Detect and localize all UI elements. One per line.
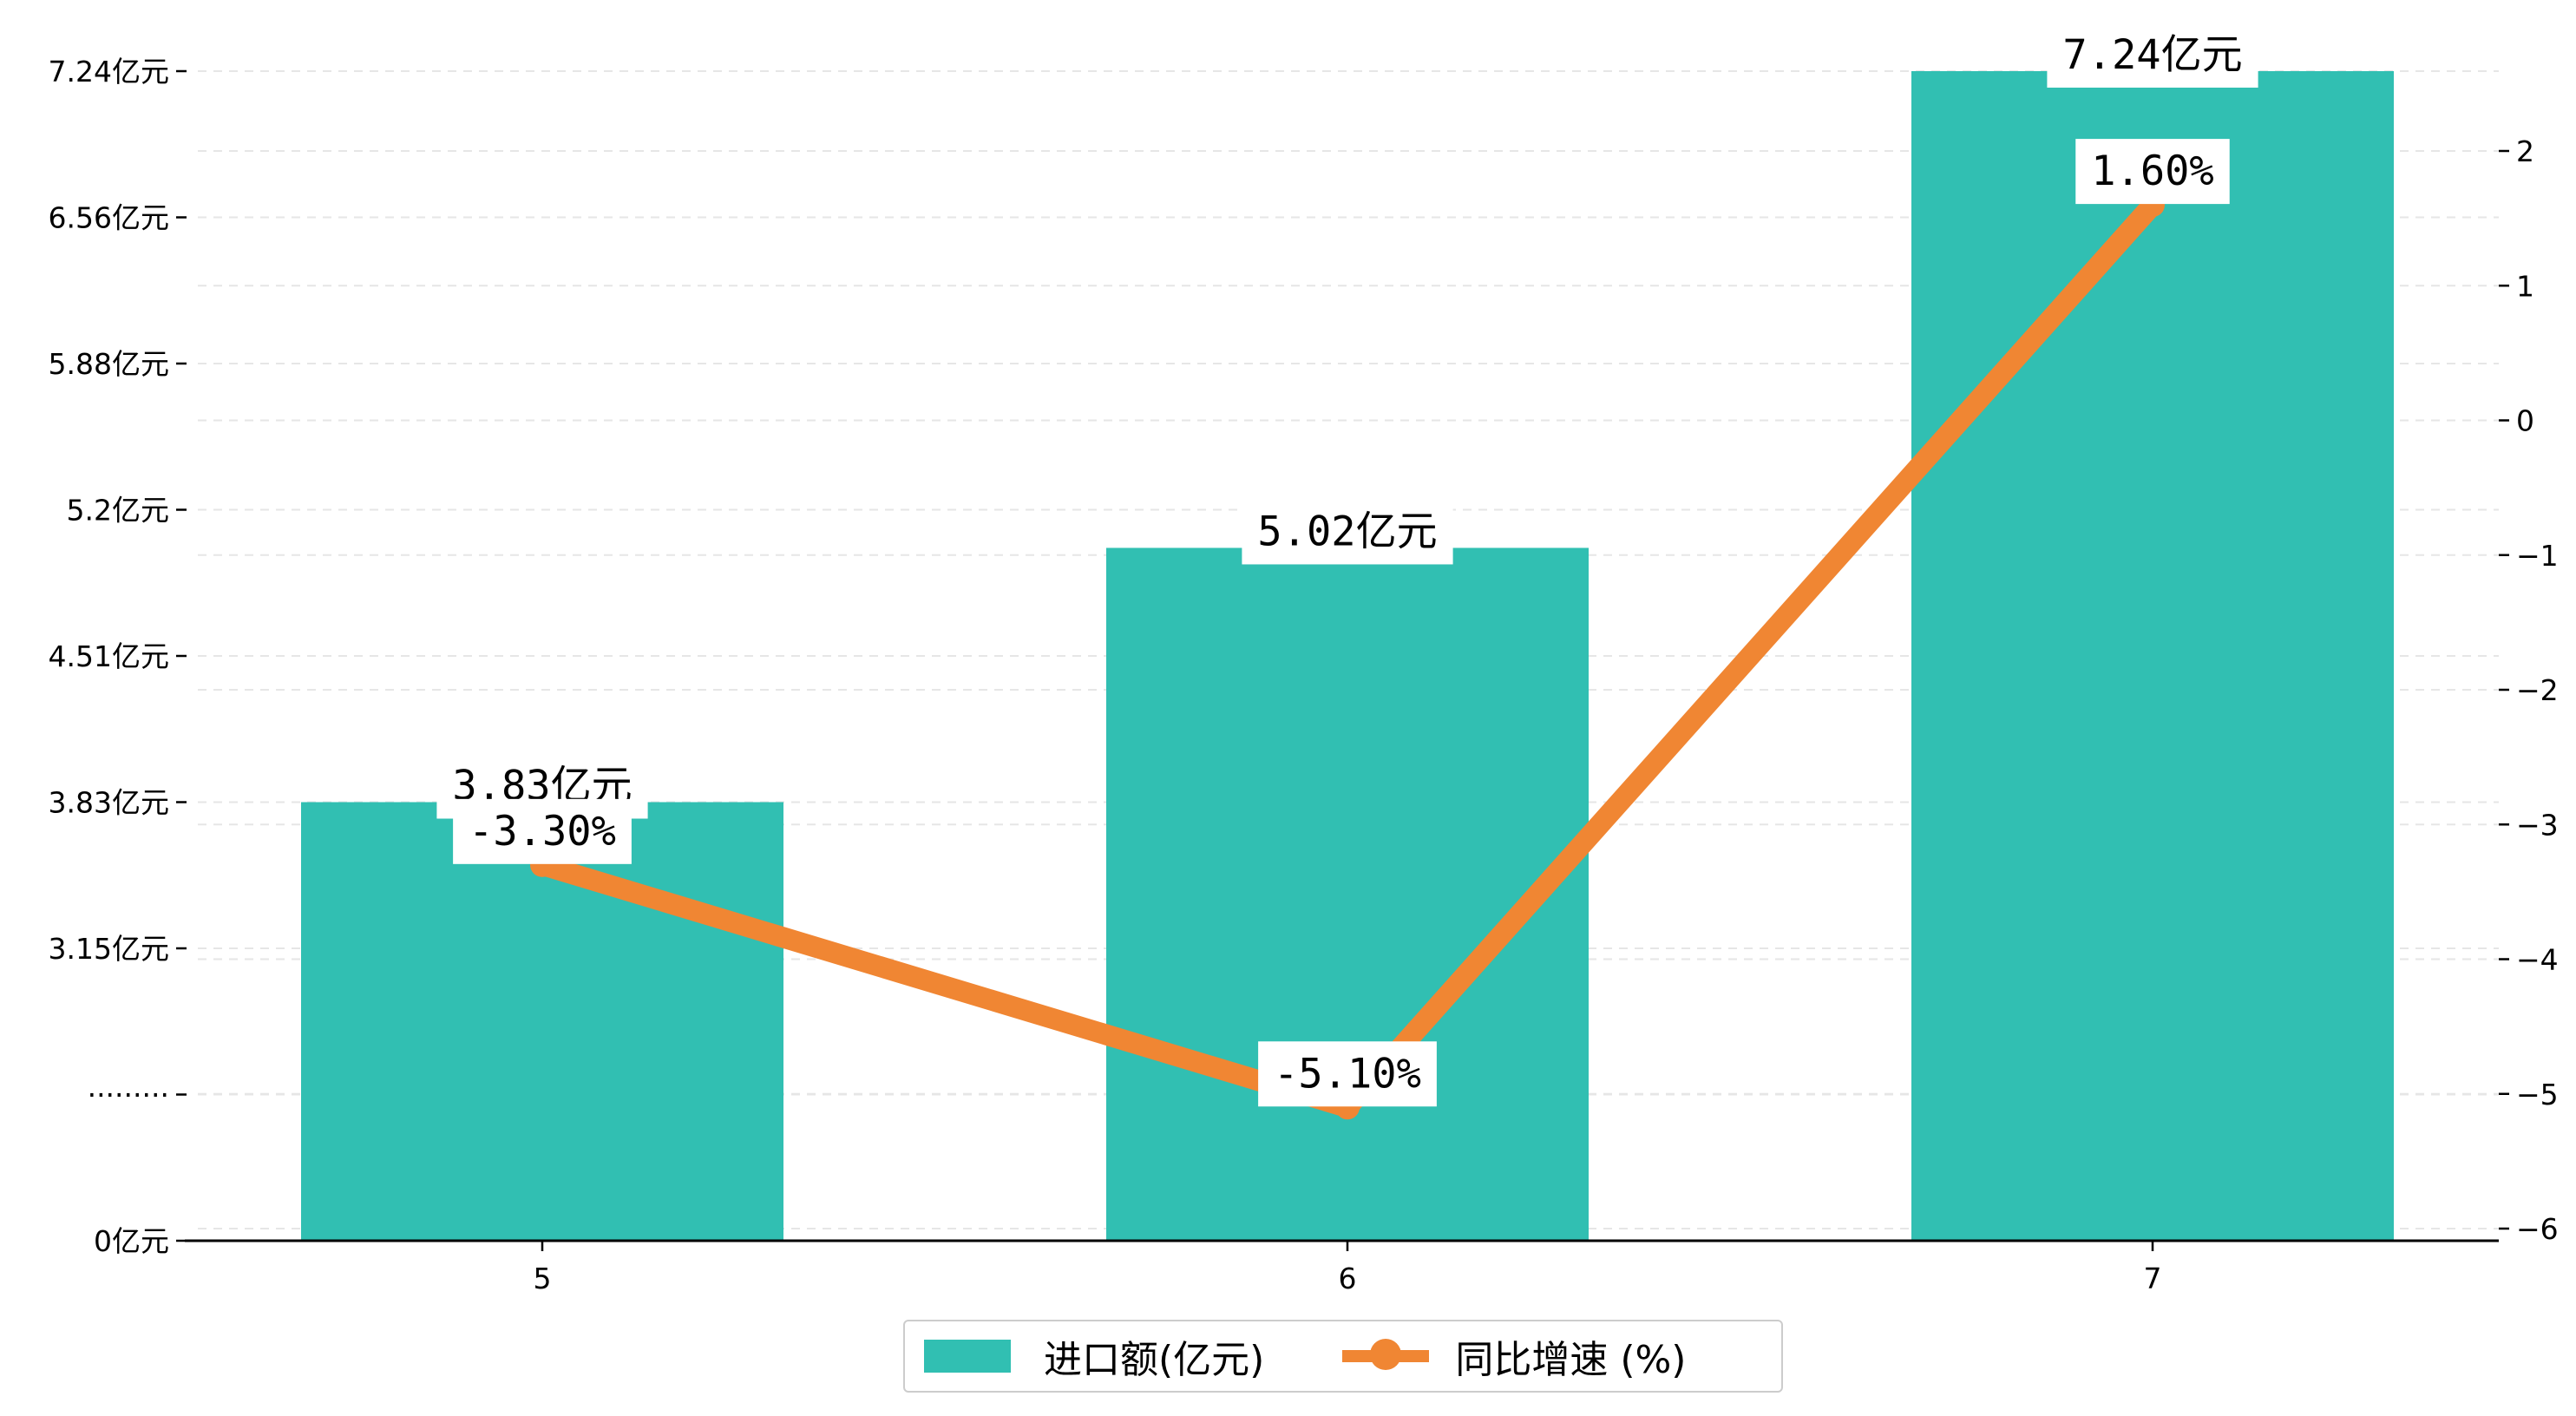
y-right-tick-label-6: 0 bbox=[2516, 404, 2534, 438]
bar-value-label-6: 5.02亿元 bbox=[1242, 499, 1453, 565]
y-right-tick-label-8: 2 bbox=[2516, 134, 2534, 168]
growth-value-label-6-text: -5.10% bbox=[1274, 1050, 1421, 1098]
x-tick-label-7: 7 bbox=[2144, 1262, 2162, 1295]
y-left-tick-label-6: 5.88亿元 bbox=[49, 347, 169, 381]
bar-6 bbox=[1106, 547, 1589, 1241]
legend-swatch-line bbox=[1342, 1339, 1430, 1373]
bar-value-label-7-bg bbox=[2047, 23, 2258, 88]
y-left-tick-label-8: 7.24亿元 bbox=[49, 55, 169, 88]
bar-value-label-6-bg bbox=[1242, 499, 1453, 565]
bars bbox=[301, 71, 2394, 1241]
bar-value-label-7: 7.24亿元 bbox=[2047, 23, 2258, 88]
axes: 0亿元 ········· 3.15亿元 3.83亿元 4.51亿元 5.2亿元 5.88亿… bbox=[49, 55, 2559, 1295]
y-left-tick-label-0: 0亿元 bbox=[94, 1224, 169, 1258]
growth-value-label-7: 1.60% bbox=[2075, 139, 2230, 205]
legend-label-growth: 同比增速 (%) bbox=[1455, 1338, 1687, 1382]
growth-value-label-5-bg bbox=[453, 798, 632, 864]
y-left-tick-label-7: 6.56亿元 bbox=[49, 201, 169, 235]
growth-value-label-7-text: 1.60% bbox=[2091, 148, 2213, 195]
y-right-tick-label-3: −3 bbox=[2516, 808, 2559, 842]
y-left-tick-label-3: 3.83亿元 bbox=[49, 786, 169, 820]
legend-label-import: 进口额(亿元) bbox=[1044, 1338, 1265, 1382]
y-right-tick-label-7: 1 bbox=[2516, 269, 2534, 303]
legend-swatch-bar bbox=[924, 1340, 1011, 1373]
y-right-tick-label-1: −5 bbox=[2516, 1078, 2559, 1111]
bar-7 bbox=[1911, 71, 2394, 1241]
y-left-tick-label-4: 4.51亿元 bbox=[49, 639, 169, 673]
growth-value-label-5: -3.30% bbox=[453, 798, 632, 864]
y-right-tick-label-0: −6 bbox=[2516, 1212, 2559, 1246]
x-tick-label-5: 5 bbox=[534, 1262, 552, 1295]
y-right-tick-label-4: −2 bbox=[2516, 673, 2559, 707]
legend-item-growth: 同比增速 (%) bbox=[1264, 1321, 1686, 1391]
growth-value-label-6-bg bbox=[1258, 1041, 1437, 1107]
bar-value-label-7-text: 7.24亿元 bbox=[2062, 31, 2242, 79]
y-left-tick-label-2: 3.15亿元 bbox=[49, 932, 169, 966]
growth-value-label-6: -5.10% bbox=[1258, 1041, 1437, 1107]
y-right-tick-label-5: −1 bbox=[2516, 539, 2559, 573]
x-tick-label-6: 6 bbox=[1339, 1262, 1357, 1295]
growth-value-label-7-bg bbox=[2075, 139, 2230, 205]
y-left-tick-label-5: 5.2亿元 bbox=[67, 494, 169, 528]
bar-value-label-6-text: 5.02亿元 bbox=[1257, 508, 1437, 555]
growth-value-label-5-text: -3.30% bbox=[469, 808, 616, 856]
legend: 进口额(亿元) 同比增速 (%) bbox=[903, 1320, 1783, 1393]
y-right-tick-label-2: −4 bbox=[2516, 943, 2559, 977]
legend-item-import: 进口额(亿元) bbox=[905, 1321, 1264, 1391]
y-left-tick-label-1: ········· bbox=[88, 1078, 169, 1112]
